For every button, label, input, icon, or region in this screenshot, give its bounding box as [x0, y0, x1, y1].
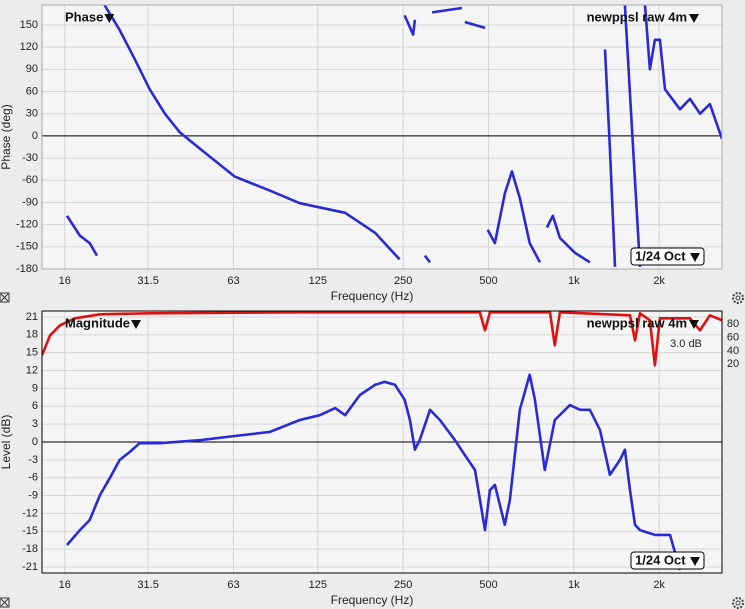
dropdown-arrow[interactable]: [690, 557, 700, 566]
annotation: 3.0 dB: [670, 338, 702, 350]
dropdown-arrow[interactable]: [689, 320, 699, 329]
series-line: [66, 373, 682, 571]
y-tick-label: -21: [22, 561, 38, 573]
y-tick-label: 12: [26, 364, 38, 376]
series-line: [42, 311, 722, 367]
y2-tick-label: 60: [727, 332, 739, 344]
resolution-box[interactable]: [630, 551, 705, 570]
dropdown-arrow[interactable]: [104, 14, 115, 23]
settings-icon[interactable]: [732, 597, 744, 609]
close-icon[interactable]: [0, 292, 10, 303]
y-tick-label: 9: [32, 382, 38, 394]
y-tick-label: -6: [28, 472, 38, 484]
y-tick-label: -90: [22, 196, 38, 208]
y-tick-label: -120: [16, 219, 38, 231]
y2-tick-label: 80: [727, 318, 739, 330]
x-tick-label: 250: [394, 579, 412, 591]
plot-frame: [41, 310, 723, 574]
y-tick-label: -30: [22, 152, 38, 164]
settings-icon[interactable]: [732, 292, 744, 304]
y-tick-label: 3: [32, 418, 38, 430]
x-tick-label: 250: [394, 275, 412, 287]
resolution-label[interactable]: 1/24 Oct: [635, 552, 686, 567]
x-tick-label: 31.5: [137, 275, 158, 287]
y-tick-label: 30: [26, 108, 38, 120]
x-tick-label: 2k: [653, 579, 665, 591]
x-tick-label: 1k: [568, 579, 580, 591]
y-axis-label: Level (dB): [0, 415, 13, 470]
resolution-label[interactable]: 1/24 Oct: [635, 248, 686, 263]
x-tick-label: 500: [479, 579, 497, 591]
legend-label[interactable]: newppsl raw 4m: [587, 315, 687, 330]
x-tick-label: 63: [227, 275, 239, 287]
y-tick-label: 0: [32, 436, 38, 448]
y-tick-label: -3: [28, 454, 38, 466]
x-tick-label: 1k: [568, 275, 580, 287]
y-tick-label: -15: [22, 525, 38, 537]
x-tick-label: 16: [59, 275, 71, 287]
x-tick-label: 125: [309, 275, 327, 287]
plot-frame: [41, 4, 723, 270]
dropdown-arrow[interactable]: [690, 253, 700, 262]
selector-label[interactable]: Magnitude: [65, 315, 130, 330]
y2-tick-label: 40: [727, 345, 739, 357]
close-icon[interactable]: [0, 597, 10, 608]
y-tick-label: 150: [20, 19, 38, 31]
y-tick-label: -60: [22, 174, 38, 186]
y2-tick-label: 20: [727, 358, 739, 370]
y-axis-label: Phase (deg): [0, 104, 13, 169]
y-tick-label: -12: [22, 507, 38, 519]
x-tick-label: 500: [479, 275, 497, 287]
y-tick-label: 18: [26, 329, 38, 341]
y-tick-label: -150: [16, 241, 38, 253]
x-axis-label: Frequency (Hz): [331, 289, 414, 303]
y-tick-label: -18: [22, 543, 38, 555]
y-tick-label: 90: [26, 63, 38, 75]
y-tick-label: 21: [26, 311, 38, 323]
y-tick-label: -9: [28, 489, 38, 501]
y-tick-label: 6: [32, 400, 38, 412]
y-tick-label: 120: [20, 41, 38, 53]
plot-area: [42, 5, 722, 269]
x-axis-label: Frequency (Hz): [331, 593, 414, 607]
dropdown-arrow[interactable]: [689, 14, 699, 23]
dropdown-arrow[interactable]: [131, 320, 141, 329]
x-tick-label: 31.5: [137, 579, 158, 591]
x-tick-label: 16: [59, 579, 71, 591]
x-tick-label: 2k: [653, 275, 665, 287]
y-tick-label: 60: [26, 85, 38, 97]
series-line: [65, 5, 722, 267]
selector-label[interactable]: Phase: [65, 9, 103, 24]
y-tick-label: -180: [16, 263, 38, 275]
x-tick-label: 63: [227, 579, 239, 591]
x-tick-label: 125: [309, 579, 327, 591]
resolution-box[interactable]: [630, 247, 705, 266]
y-tick-label: 15: [26, 347, 38, 359]
legend-label[interactable]: newppsl raw 4m: [587, 9, 687, 24]
y-tick-label: 0: [32, 130, 38, 142]
